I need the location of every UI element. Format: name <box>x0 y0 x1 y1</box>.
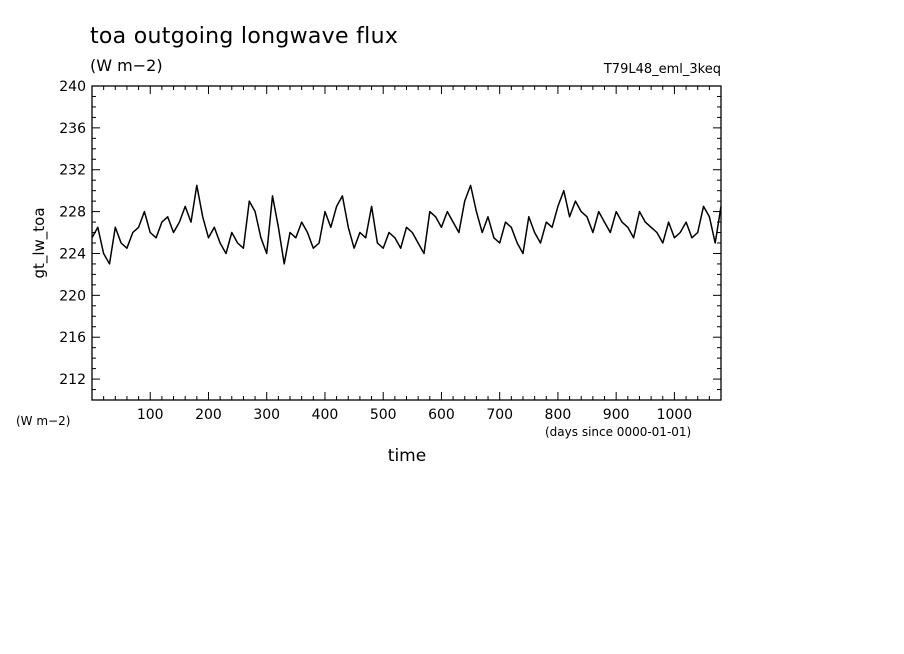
x-axis-label: time <box>387 446 427 466</box>
x-tick-label: 1000 <box>657 407 693 423</box>
y-tick-label: 224 <box>59 246 86 262</box>
y-tick-label: 240 <box>59 79 86 95</box>
x-tick-label: 700 <box>486 407 513 423</box>
y-axis-units: (W m−2) <box>16 414 71 428</box>
x-tick-label: 300 <box>253 407 280 423</box>
x-tick-label: 900 <box>603 407 630 423</box>
series-line <box>91 184 722 265</box>
y-tick-label: 228 <box>59 205 86 221</box>
x-tick-label: 100 <box>137 407 164 423</box>
x-tick-label: 500 <box>370 407 397 423</box>
y-tick-label: 236 <box>59 121 86 137</box>
y-tick-label: 216 <box>59 330 86 346</box>
y-tick-label: 232 <box>59 163 86 179</box>
x-tick-label: 600 <box>428 407 455 423</box>
run-label: T79L48_eml_3keq <box>603 62 721 77</box>
chart-subtitle-units: (W m−2) <box>90 56 163 75</box>
y-tick-label: 220 <box>59 288 86 304</box>
x-tick-label: 400 <box>312 407 339 423</box>
plot-frame <box>91 85 722 401</box>
x-tick-label: 200 <box>195 407 222 423</box>
x-tick-label: 800 <box>545 407 572 423</box>
x-axis-units: (days since 0000-01-01) <box>545 425 692 439</box>
y-tick-label: 212 <box>59 372 86 388</box>
chart-title: toa outgoing longwave flux <box>90 24 399 49</box>
